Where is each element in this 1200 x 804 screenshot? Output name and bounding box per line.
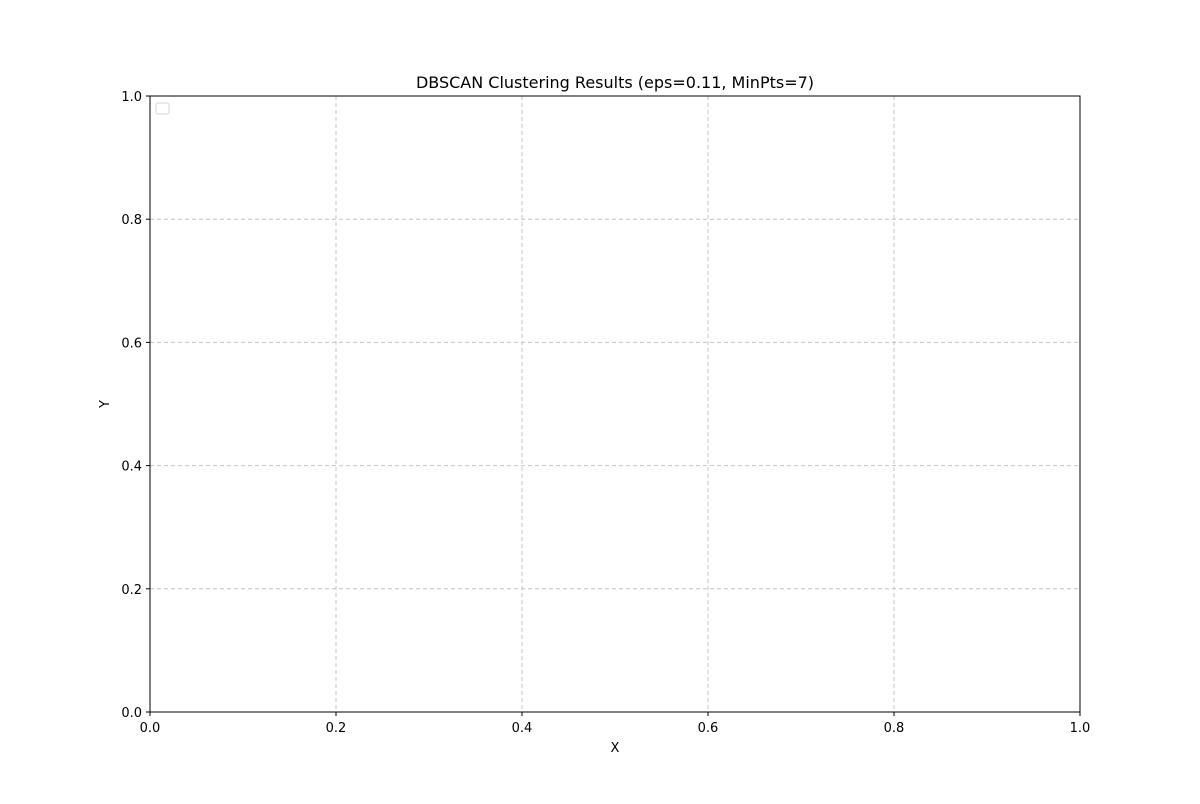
x-axis-ticks: 0.0 0.2 0.4 0.6 0.8 1.0 bbox=[140, 712, 1091, 736]
y-tick-label: 0.8 bbox=[121, 213, 142, 228]
legend-box bbox=[155, 102, 170, 115]
y-tick-label: 0.4 bbox=[121, 460, 142, 475]
x-tick-label: 0.8 bbox=[884, 721, 905, 736]
y-axis-ticks: 0.0 0.2 0.4 0.6 0.8 1.0 bbox=[121, 90, 150, 721]
x-tick-label: 1.0 bbox=[1070, 721, 1091, 736]
x-tick-label: 0.4 bbox=[512, 721, 533, 736]
y-axis-label: Y bbox=[98, 400, 113, 409]
chart-title: DBSCAN Clustering Results (eps=0.11, Min… bbox=[416, 73, 814, 92]
x-tick-label: 0.2 bbox=[326, 721, 347, 736]
x-tick-label: 0.0 bbox=[140, 721, 161, 736]
y-tick-label: 1.0 bbox=[121, 90, 142, 105]
x-axis-label: X bbox=[611, 741, 620, 756]
plot-area-background bbox=[150, 96, 1080, 712]
axes-frame bbox=[149, 95, 1081, 713]
y-tick-label: 0.6 bbox=[121, 336, 142, 351]
y-tick-label: 0.0 bbox=[121, 706, 142, 721]
x-tick-label: 0.6 bbox=[698, 721, 719, 736]
y-tick-label: 0.2 bbox=[121, 583, 142, 598]
